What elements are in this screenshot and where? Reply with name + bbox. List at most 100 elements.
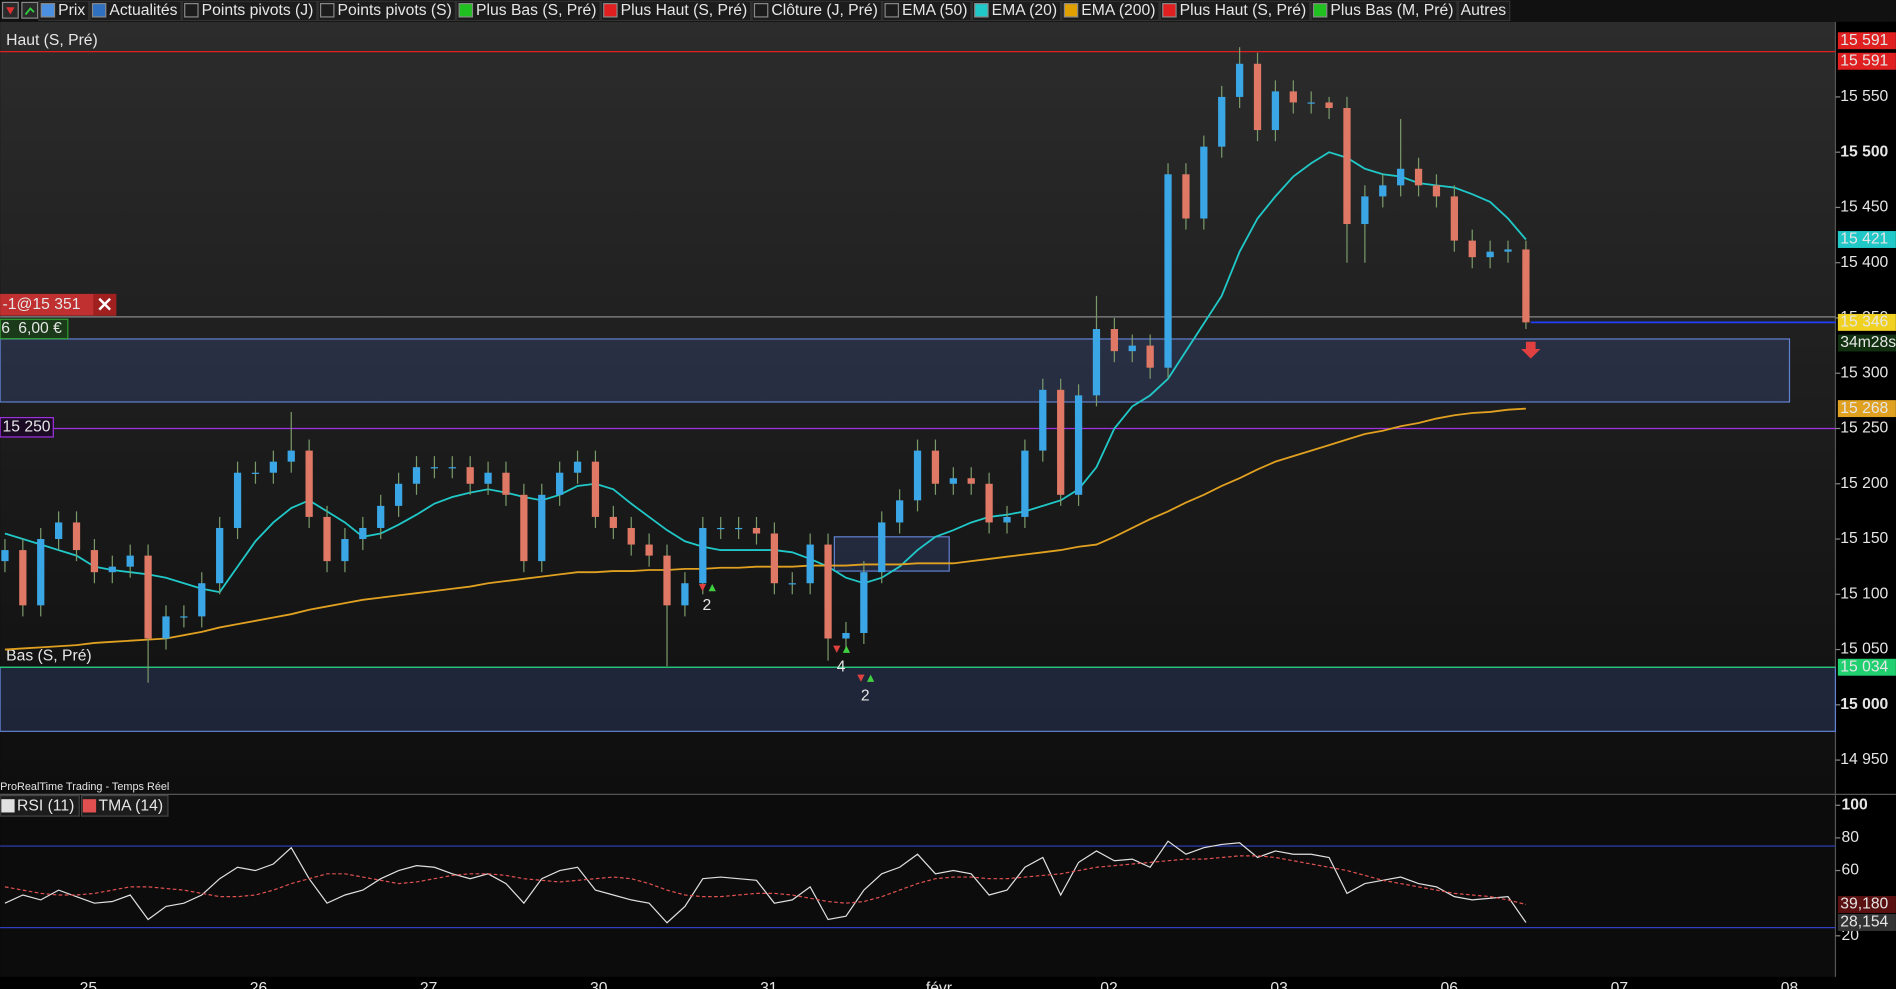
- level-value-box: [1837, 32, 1896, 50]
- y-tick-label: 15 400: [1840, 254, 1888, 271]
- y-tick-label: 15 100: [1840, 585, 1888, 602]
- candle-body: [1361, 196, 1369, 225]
- toolbar-label[interactable]: EMA (20): [992, 2, 1057, 19]
- candle-body: [1164, 174, 1172, 368]
- level-value: 15 034: [1840, 658, 1888, 675]
- level-value: 15 591: [1840, 52, 1888, 69]
- zone: [0, 666, 1837, 732]
- candle-body: [1325, 102, 1333, 108]
- toolbar-item[interactable]: [751, 0, 883, 22]
- y-tick-label: 15 050: [1840, 641, 1888, 658]
- y-tick-label: 80: [1841, 829, 1859, 846]
- timer-box: [1837, 334, 1896, 352]
- toolbar-item[interactable]: [1457, 0, 1511, 22]
- y-tick-label: 15 150: [1840, 530, 1888, 547]
- candle-body: [520, 494, 528, 562]
- candle-body: [573, 461, 582, 473]
- y-tick-label: 15 500: [1840, 143, 1888, 160]
- toolbar-item[interactable]: [89, 0, 182, 22]
- toolbar-label[interactable]: Clôture (J, Pré): [771, 2, 877, 19]
- toolbar-label[interactable]: Plus Haut (S, Pré): [621, 2, 748, 19]
- y-tick-label: 20: [1841, 927, 1859, 944]
- zone: [0, 338, 1791, 403]
- candle-body: [1450, 196, 1458, 241]
- signal-count: 2: [861, 688, 870, 705]
- candle-body: [878, 522, 886, 573]
- y-tick-label: 60: [1841, 862, 1859, 879]
- source-label: ProRealTime Trading - Temps Réel: [0, 781, 169, 793]
- candle-body: [538, 494, 546, 562]
- candle-body: [752, 527, 761, 534]
- candle-body: [233, 472, 242, 528]
- candle-body: [394, 483, 403, 506]
- candle-body: [323, 516, 331, 562]
- price-panel: [0, 21, 1836, 795]
- signal-up: [842, 645, 851, 653]
- legend-label[interactable]: RSI (11): [17, 798, 74, 815]
- order-cancel-glyph[interactable]: [98, 297, 111, 311]
- order-qty: 6: [1, 320, 10, 337]
- legend-item[interactable]: [0, 794, 80, 817]
- y-tick-label: 15 250: [1840, 420, 1888, 437]
- candle-body: [609, 516, 617, 528]
- candle-body: [216, 527, 224, 584]
- candle-body: [1486, 251, 1494, 258]
- candle-body: [681, 583, 689, 606]
- toolbar-item[interactable]: [1310, 0, 1458, 22]
- toolbar-label[interactable]: Plus Haut (S, Pré): [1180, 2, 1307, 19]
- candle-body: [448, 467, 456, 469]
- candle-body: [377, 505, 385, 528]
- candle-body: [1146, 345, 1154, 368]
- toolbar-item[interactable]: [971, 0, 1062, 22]
- toolbar-label[interactable]: EMA (50): [902, 2, 967, 19]
- toolbar-item[interactable]: [317, 0, 457, 22]
- candle-body: [645, 544, 653, 556]
- signal-down: [857, 674, 865, 682]
- candle-body: [1003, 516, 1011, 523]
- toolbar-item[interactable]: [1061, 0, 1160, 22]
- candle-body: [1379, 185, 1387, 197]
- candle-body: [305, 450, 313, 517]
- x-day-label: 08: [1781, 980, 1799, 989]
- toolbar-item[interactable]: [1159, 0, 1311, 22]
- legend-item[interactable]: [80, 794, 169, 817]
- toolbar-swatch: [40, 3, 56, 18]
- candle-body: [1343, 107, 1351, 225]
- toolbar-item[interactable]: [600, 0, 752, 22]
- candle-body: [1504, 249, 1512, 252]
- x-day-label: févr: [926, 980, 952, 989]
- candle-body: [860, 572, 868, 633]
- candle-body: [90, 550, 99, 573]
- signal-down: [698, 583, 707, 592]
- x-day-label: 25: [80, 980, 98, 989]
- toolbar-label[interactable]: Actualités: [109, 2, 177, 19]
- price-label: 15 346: [1840, 314, 1888, 331]
- candle-body: [412, 467, 421, 484]
- ema-last-label: 15 268: [1840, 400, 1888, 417]
- toolbar-swatch: [974, 3, 989, 18]
- toolbar-label[interactable]: EMA (200): [1081, 2, 1155, 19]
- candle-body: [1039, 389, 1047, 451]
- toolbar-label[interactable]: Autres: [1461, 2, 1507, 19]
- y-tick-label: 15 450: [1840, 199, 1888, 216]
- x-day-label: 31: [760, 980, 777, 989]
- toolbar-swatch: [1312, 3, 1328, 18]
- toolbar-label[interactable]: Prix: [58, 2, 85, 19]
- candle-body: [949, 478, 957, 484]
- toolbar-label[interactable]: Plus Bas (S, Pré): [476, 2, 596, 19]
- level-value-box: [1837, 52, 1896, 70]
- candle-body: [1235, 63, 1244, 97]
- toolbar-label[interactable]: Points pivots (J): [202, 2, 314, 19]
- toolbar-item[interactable]: [181, 0, 318, 22]
- level-value: 15 250: [3, 418, 51, 435]
- toolbar-label[interactable]: Plus Bas (M, Pré): [1330, 2, 1453, 19]
- toolbar-item[interactable]: [882, 0, 972, 22]
- legend-label[interactable]: TMA (14): [99, 798, 164, 815]
- signal-count: 4: [837, 659, 846, 676]
- candle-body: [54, 522, 63, 540]
- candle-body: [1414, 168, 1423, 186]
- y-tick-label: 15 550: [1840, 88, 1888, 105]
- toolbar-label[interactable]: Points pivots (S): [338, 2, 452, 19]
- toolbar-item[interactable]: [456, 0, 601, 22]
